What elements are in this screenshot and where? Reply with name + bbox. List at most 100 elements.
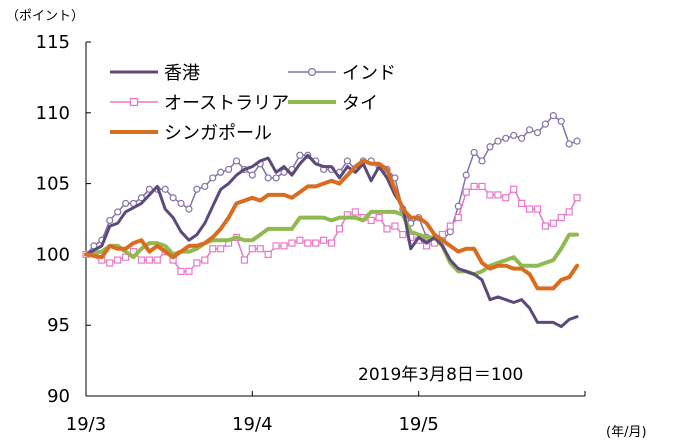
data-point <box>193 259 201 267</box>
series-0 <box>84 153 579 329</box>
data-point <box>264 174 272 182</box>
y-tick-label: 105 <box>36 174 70 195</box>
data-point <box>533 205 542 213</box>
series-layer <box>82 112 581 329</box>
data-point <box>510 131 518 140</box>
data-point <box>122 199 130 208</box>
data-point <box>478 157 486 165</box>
data-point <box>573 194 581 202</box>
data-point <box>320 236 328 244</box>
data-point <box>106 259 114 267</box>
data-point <box>272 242 280 250</box>
data-point <box>240 256 249 264</box>
data-point <box>438 230 447 239</box>
data-point <box>557 213 565 222</box>
data-point <box>367 216 375 225</box>
data-point <box>185 267 193 275</box>
data-point <box>304 239 312 247</box>
y-tick-label: 95 <box>47 315 70 336</box>
legend-label: 香港 <box>164 63 200 84</box>
series-line <box>84 153 579 329</box>
legend-item: 香港 <box>110 63 200 84</box>
data-point <box>280 242 288 250</box>
data-point <box>470 148 478 157</box>
data-point <box>518 199 526 208</box>
data-point <box>177 199 185 208</box>
data-point <box>565 140 573 148</box>
series-line <box>84 158 580 291</box>
x-axis: 19/3 19/4 19/5 <box>66 391 586 435</box>
data-point <box>312 239 320 247</box>
data-point <box>288 239 296 247</box>
data-point <box>494 191 502 199</box>
x-tick-label: 19/5 <box>398 414 438 435</box>
data-point <box>145 185 153 193</box>
data-point <box>494 137 502 145</box>
y-tick-label: 100 <box>36 244 70 265</box>
legend-item: シンガポール <box>110 123 272 144</box>
data-point <box>335 225 344 233</box>
legend-item: タイ <box>288 93 378 114</box>
y-tick-label: 110 <box>36 103 70 124</box>
data-point <box>399 230 407 239</box>
data-point <box>525 205 534 213</box>
data-point <box>272 174 280 182</box>
data-point <box>217 168 225 176</box>
y-tick-label: 115 <box>36 32 70 53</box>
data-point <box>224 165 233 174</box>
legend-label: インド <box>342 63 396 84</box>
data-point <box>486 143 494 151</box>
series-2 <box>82 182 581 275</box>
legend-item: オーストラリア <box>110 93 289 114</box>
data-point <box>391 222 399 230</box>
legend-item: インド <box>288 63 396 84</box>
data-point <box>462 171 470 179</box>
data-point <box>533 129 542 137</box>
data-point <box>248 245 256 253</box>
data-point <box>264 250 272 258</box>
x-tick-label: 19/4 <box>232 414 272 435</box>
data-point <box>248 171 256 179</box>
data-point <box>114 256 122 264</box>
legend-label: オーストラリア <box>164 93 289 114</box>
data-point <box>502 134 510 142</box>
data-point <box>209 174 217 182</box>
y-tick-label: 90 <box>47 386 70 407</box>
data-point <box>502 194 510 202</box>
data-point <box>557 117 565 125</box>
data-point <box>351 208 359 216</box>
data-point <box>161 185 169 193</box>
data-point <box>209 245 217 253</box>
data-point <box>296 151 304 159</box>
data-point <box>549 112 557 120</box>
base-date-annotation: 2019年3月8日＝100 <box>358 365 523 385</box>
data-point <box>114 208 122 216</box>
data-point <box>541 222 549 230</box>
data-point <box>454 213 462 222</box>
data-point <box>137 256 146 264</box>
y-axis-unit-label: （ポイント） <box>6 9 84 24</box>
data-point <box>549 219 557 227</box>
data-point <box>470 182 478 191</box>
data-point <box>518 134 526 142</box>
data-point <box>217 245 225 253</box>
data-point <box>137 194 146 202</box>
data-point <box>462 188 470 196</box>
data-point <box>153 256 161 264</box>
data-point <box>486 191 494 199</box>
data-point <box>525 126 534 134</box>
data-point <box>177 267 185 275</box>
data-point <box>122 253 130 261</box>
y-axis: 90 95 100 105 110 115 <box>36 32 91 407</box>
data-point <box>296 236 304 244</box>
data-point <box>541 120 549 128</box>
series-4 <box>84 158 580 291</box>
data-point <box>145 256 153 264</box>
legend-marker <box>307 67 317 77</box>
data-point <box>185 205 193 213</box>
data-point <box>256 245 264 253</box>
data-point <box>510 185 518 193</box>
data-point <box>446 222 454 230</box>
